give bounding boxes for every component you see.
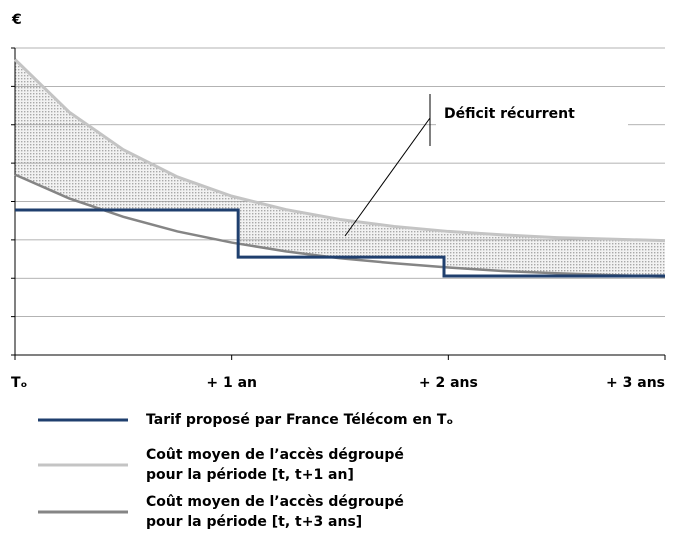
series-line xyxy=(13,58,666,243)
x-tick-label: + 1 an xyxy=(206,375,257,391)
legend-label: Tarif proposé par France Télécom en Tₒ xyxy=(146,412,453,428)
x-tick-label: Tₒ xyxy=(11,375,28,391)
legend-label: Coût moyen de l’accès dégroupé pour la pé… xyxy=(146,447,404,483)
series-line xyxy=(15,208,665,278)
annotation-pointer xyxy=(344,117,431,237)
area-mask xyxy=(15,209,665,355)
x-tick-label: + 2 ans xyxy=(419,375,478,391)
legend-label: Coût moyen de l’accès dégroupé pour la pé… xyxy=(146,494,404,530)
annotation: Déficit récurrent xyxy=(444,106,575,122)
x-tick-label: + 3 ans xyxy=(606,375,665,391)
y-axis-label: € xyxy=(11,12,22,28)
annotation-bg xyxy=(436,100,628,128)
